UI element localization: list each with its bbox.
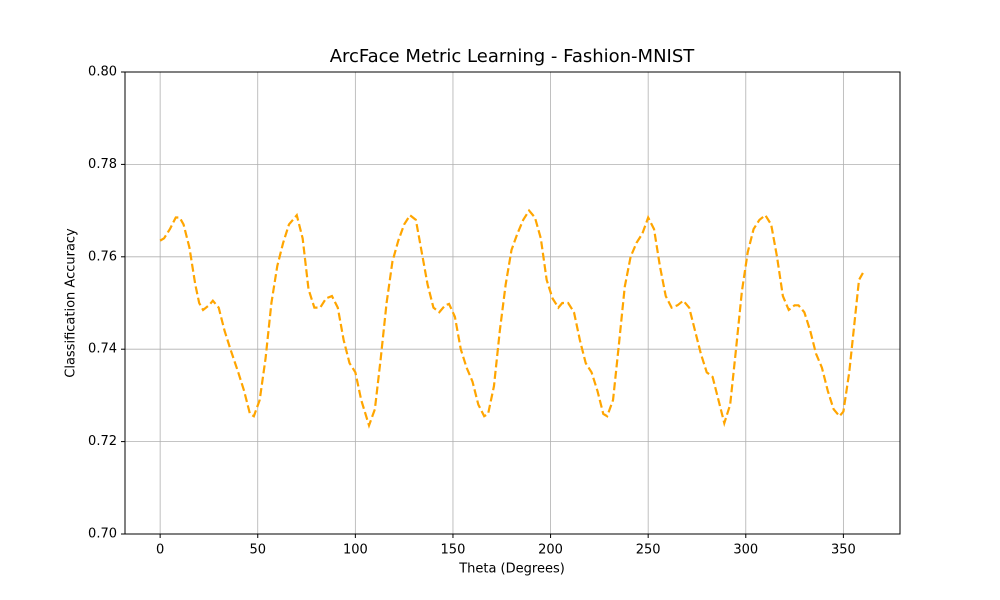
- x-tick-label: 0: [156, 543, 164, 558]
- y-tick-label: 0.70: [88, 527, 117, 542]
- y-tick-label: 0.78: [88, 157, 117, 172]
- x-tick-label: 100: [343, 543, 368, 558]
- x-tick-label: 300: [733, 543, 758, 558]
- x-tick-label: 250: [636, 543, 661, 558]
- y-tick-label: 0.76: [88, 249, 117, 264]
- y-tick-label: 0.80: [88, 65, 117, 80]
- x-tick-label: 350: [831, 543, 856, 558]
- y-tick-label: 0.74: [88, 342, 117, 357]
- chart-title: ArcFace Metric Learning - Fashion-MNIST: [330, 46, 696, 67]
- y-tick-label: 0.72: [88, 434, 117, 449]
- x-axis-label: Theta (Degrees): [458, 562, 565, 577]
- data-line: [159, 208, 864, 429]
- x-tick-label: 150: [441, 543, 466, 558]
- y-axis-label: Classification Accuracy: [64, 228, 79, 378]
- x-tick-label: 200: [538, 543, 563, 558]
- x-tick-label: 50: [249, 543, 266, 558]
- plot-frame: [124, 71, 901, 535]
